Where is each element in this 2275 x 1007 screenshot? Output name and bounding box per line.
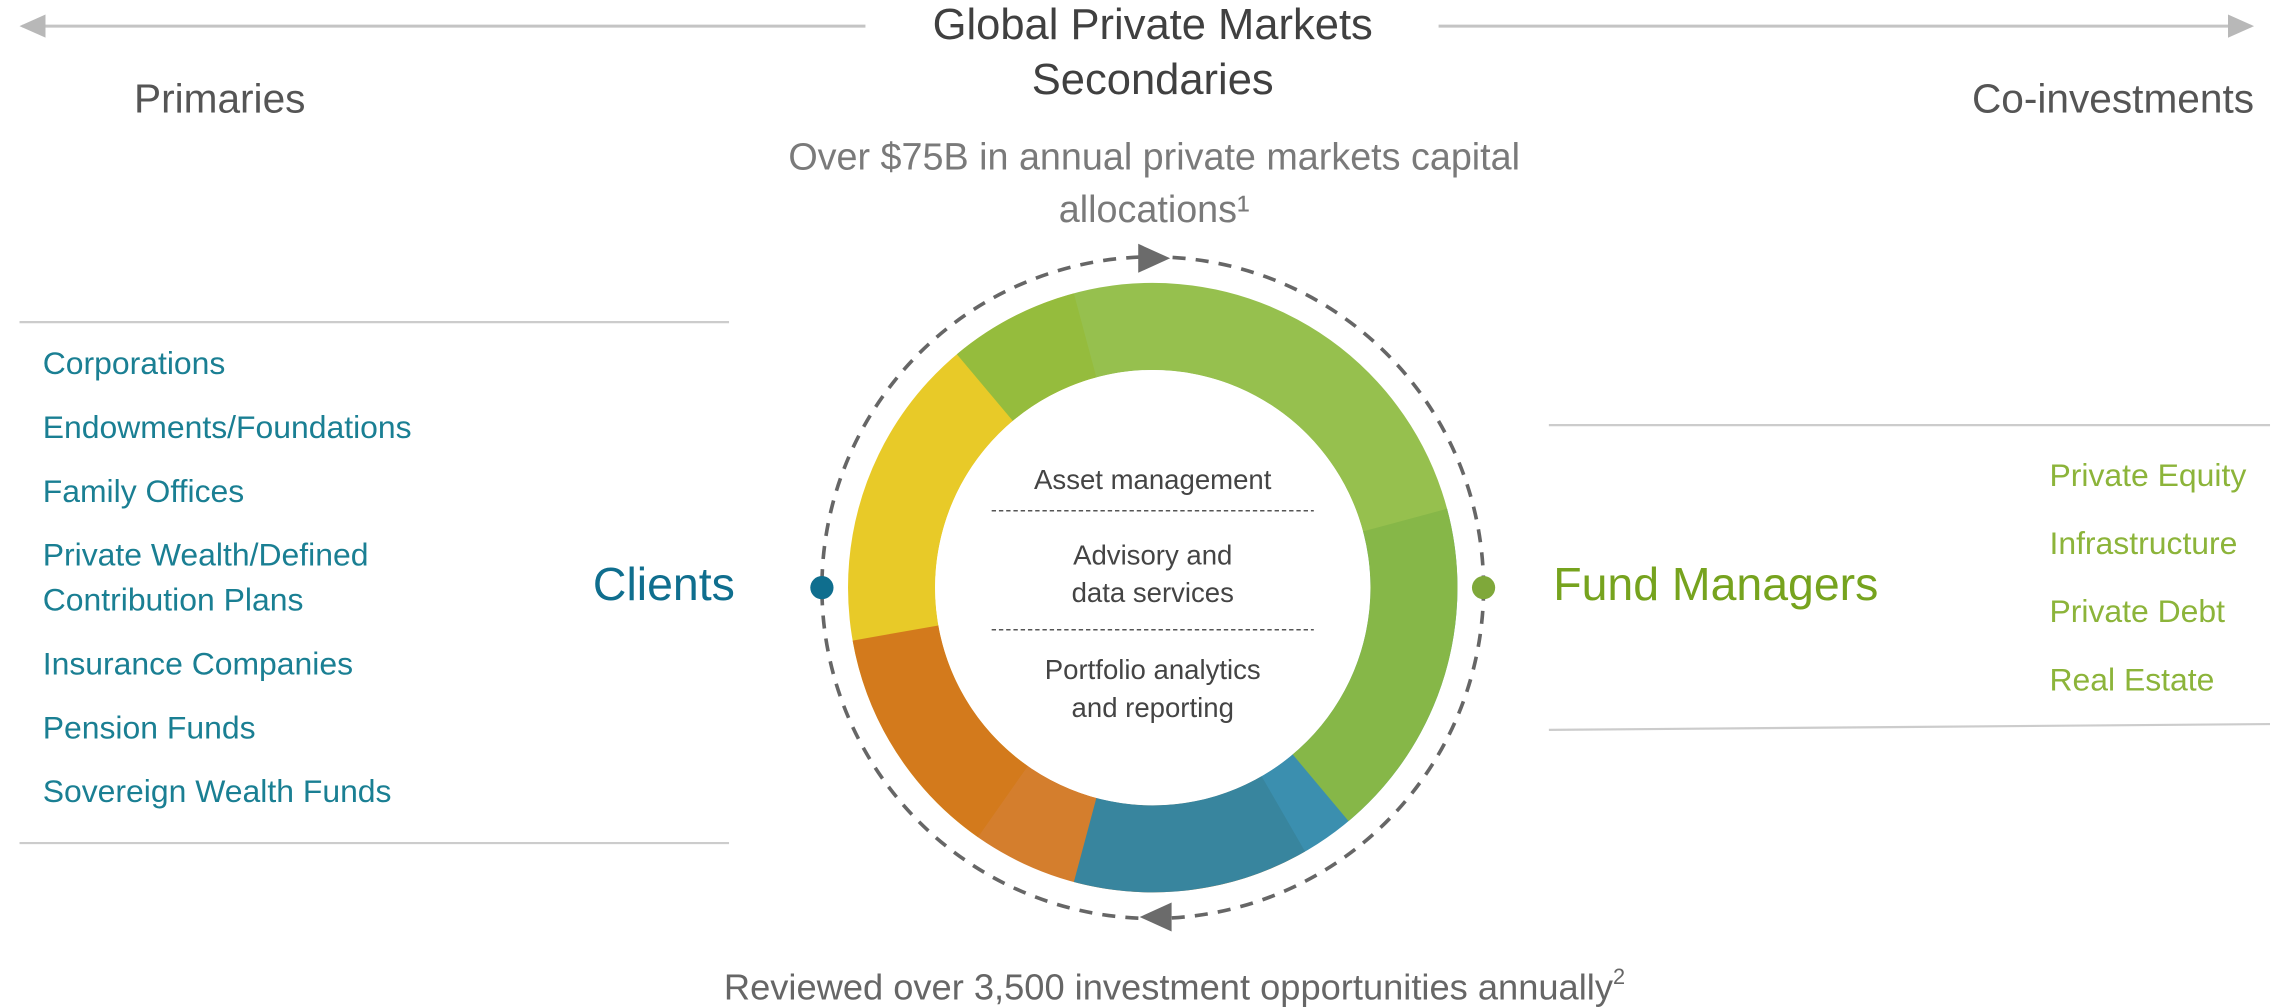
service-label: Advisory and [1073,539,1232,570]
coinvestments-label: Co-investments [1972,75,2254,121]
service-label: Portfolio analytics [1045,654,1261,685]
clients-dot [810,576,834,600]
managers-dot [1471,576,1496,600]
manager-item: Private Equity [2049,457,2246,493]
managers-label: Fund Managers [1553,558,1878,610]
footnote: 2 [1613,964,1625,989]
clients-label: Clients [593,558,735,610]
service-label: Asset management [1034,464,1272,495]
footer: Reviewed over 3,500 investment opportuni… [724,964,1625,1007]
client-item: Insurance Companies [43,645,353,681]
cycle-arrow [1138,243,1171,273]
client-item: Sovereign Wealth Funds [43,773,392,809]
manager-item: Private Debt [2049,593,2225,629]
labels: Global Private Markets Secondaries Primari… [43,1,2254,1007]
divider [1548,722,2271,731]
title: Secondaries [1032,56,1274,104]
subtitle: Over $75B in annual private markets capi… [788,136,1520,178]
cycle-arrow [1139,902,1172,932]
manager-item: Real Estate [2049,661,2214,697]
title: Global Private Markets [933,1,1373,49]
client-item: Private Wealth/Defined [43,537,369,573]
footer-text: Reviewed over 3,500 investment opportuni… [724,966,1614,1007]
client-item: Endowments/Foundations [43,409,412,445]
subtitle: allocations¹ [1059,188,1250,230]
primaries-label: Primaries [134,75,305,121]
service-label: data services [1072,577,1234,608]
client-item: Corporations [43,345,226,381]
client-item: Family Offices [43,473,245,509]
client-item: Pension Funds [43,709,256,745]
manager-item: Infrastructure [2049,525,2237,561]
service-label: and reporting [1072,692,1234,723]
client-item: Contribution Plans [43,582,304,618]
swirl-ring [848,283,1458,893]
ring-segment [956,283,1458,822]
ring-center [935,370,1371,806]
